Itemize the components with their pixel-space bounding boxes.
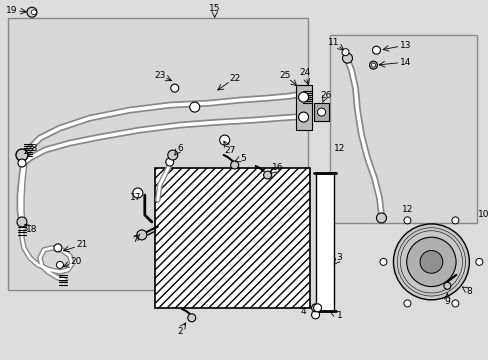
Circle shape (376, 213, 386, 223)
Text: 10: 10 (477, 211, 488, 220)
Circle shape (189, 102, 199, 112)
Circle shape (17, 217, 27, 227)
Circle shape (311, 311, 319, 319)
Circle shape (165, 158, 173, 166)
Circle shape (475, 258, 482, 265)
Circle shape (371, 63, 375, 67)
Circle shape (263, 171, 271, 179)
Text: 1: 1 (336, 311, 342, 320)
Text: 26: 26 (319, 91, 330, 100)
Circle shape (403, 217, 410, 224)
Text: 23: 23 (154, 71, 165, 80)
Circle shape (317, 108, 325, 116)
Bar (295, 85, 311, 130)
Text: 6: 6 (177, 144, 182, 153)
Circle shape (311, 304, 319, 312)
Circle shape (187, 314, 195, 322)
Text: 27: 27 (224, 145, 235, 154)
Text: 5: 5 (239, 153, 245, 162)
Circle shape (313, 304, 321, 312)
Text: 19: 19 (6, 6, 18, 15)
Circle shape (27, 7, 37, 17)
Circle shape (342, 53, 352, 63)
Bar (313, 103, 328, 121)
Text: 28: 28 (26, 144, 38, 153)
Text: 12: 12 (333, 144, 345, 153)
Text: 4: 4 (300, 307, 306, 316)
Circle shape (443, 282, 450, 289)
Circle shape (406, 237, 455, 287)
Text: 8: 8 (466, 287, 471, 296)
Circle shape (451, 300, 458, 307)
Text: 2: 2 (177, 327, 182, 336)
Circle shape (403, 300, 410, 307)
Bar (8, 18, 307, 290)
Circle shape (451, 217, 458, 224)
Text: 13: 13 (399, 41, 410, 50)
Circle shape (18, 159, 26, 167)
Text: 7: 7 (132, 235, 138, 244)
Text: 25: 25 (278, 71, 290, 80)
Circle shape (56, 261, 63, 268)
Circle shape (167, 150, 178, 160)
Circle shape (16, 149, 28, 161)
Text: 9: 9 (444, 297, 449, 306)
Circle shape (133, 188, 142, 198)
Text: 24: 24 (298, 68, 309, 77)
Circle shape (341, 49, 348, 56)
Circle shape (419, 251, 442, 273)
Bar (329, 35, 476, 223)
Circle shape (372, 46, 380, 54)
Text: 18: 18 (26, 225, 38, 234)
Circle shape (170, 84, 179, 92)
Text: 14: 14 (399, 58, 410, 67)
Circle shape (379, 258, 386, 265)
Text: 22: 22 (228, 74, 240, 83)
Circle shape (230, 161, 238, 169)
Text: 3: 3 (336, 253, 342, 262)
Text: 17: 17 (130, 193, 141, 202)
Circle shape (298, 92, 308, 102)
Text: 15: 15 (208, 4, 220, 13)
Text: 21: 21 (76, 240, 87, 249)
Circle shape (54, 244, 62, 252)
Text: 11: 11 (327, 38, 339, 47)
Circle shape (219, 135, 229, 145)
Circle shape (298, 112, 308, 122)
Circle shape (393, 224, 468, 300)
Circle shape (137, 230, 146, 240)
Text: 20: 20 (70, 257, 81, 266)
Text: 12: 12 (401, 206, 412, 215)
Circle shape (369, 61, 377, 69)
Circle shape (31, 10, 37, 15)
Bar (315, 173, 333, 311)
Bar (155, 168, 309, 308)
Text: 16: 16 (271, 162, 283, 171)
